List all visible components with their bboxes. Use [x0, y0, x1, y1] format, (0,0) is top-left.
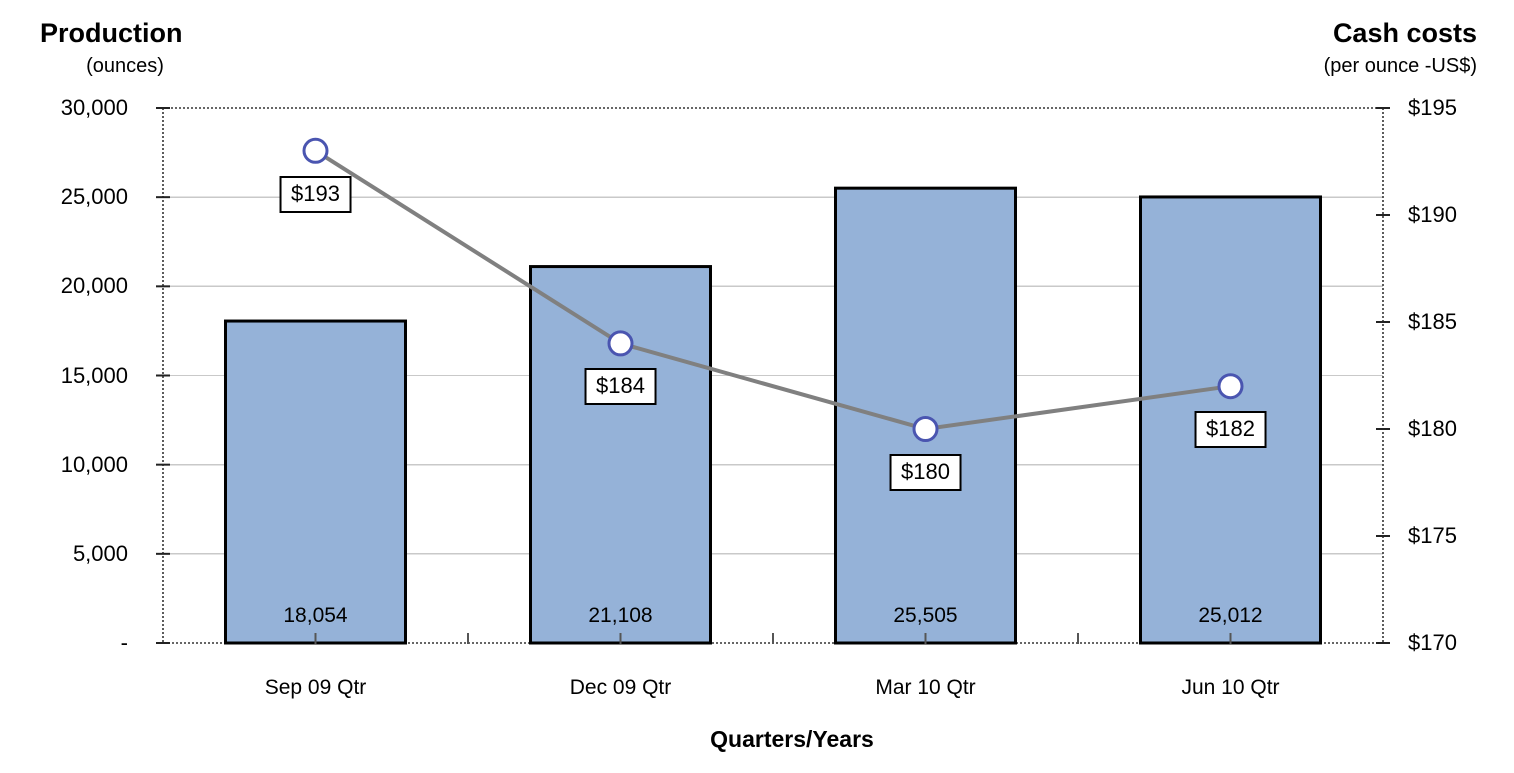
production-bar	[834, 186, 1017, 645]
category-label: Dec 09 Qtr	[569, 676, 672, 699]
left-axis-tick-label: 20,000	[60, 273, 128, 299]
category-label: Sep 09 Qtr	[264, 676, 367, 699]
category-label: Mar 10 Qtr	[875, 676, 976, 699]
right-axis-tick-label: $180	[1408, 416, 1457, 441]
left-axis-tick-label: -	[120, 630, 128, 655]
category-label: Jun 10 Qtr	[1181, 676, 1280, 699]
bar-value-label: 18,054	[283, 604, 348, 627]
left-axis-tick-label: 5,000	[72, 540, 128, 566]
cash-cost-point-label: $180	[889, 454, 962, 491]
cash-costs-marker	[1217, 373, 1244, 400]
left-axis-tick-label: 25,000	[60, 184, 128, 210]
right-axis-title-block: Cash costs (per ounce -US$)	[1277, 18, 1477, 78]
right-axis-tick-label: $175	[1408, 523, 1457, 548]
right-axis-tick-label: $195	[1408, 95, 1457, 120]
cash-costs-axis-units: (per ounce -US$)	[1323, 55, 1477, 77]
cash-costs-marker	[912, 416, 939, 442]
cash-costs-marker	[607, 330, 634, 357]
production-bar	[224, 319, 407, 645]
right-axis-tick-label: $185	[1408, 309, 1457, 334]
left-axis-tick-label: 15,000	[60, 362, 128, 388]
cash-cost-point-label: $193	[279, 175, 352, 213]
bar-value-label: 25,012	[1198, 604, 1263, 627]
right-axis-tick-label: $190	[1408, 202, 1457, 227]
cash-cost-point-label: $182	[1194, 411, 1267, 449]
left-axis-title-block: Production (ounces)	[40, 18, 210, 78]
right-axis-tick-label: $170	[1408, 630, 1457, 655]
cash-costs-marker	[302, 137, 329, 164]
production-axis-units: (ounces)	[86, 55, 164, 77]
left-axis-tick-label: 10,000	[60, 451, 128, 477]
cash-costs-axis-title: Cash costs	[1332, 18, 1477, 48]
cash-costs-line	[314, 149, 1231, 432]
production-bar	[529, 265, 712, 645]
left-axis-tick-label: 30,000	[60, 95, 128, 120]
production-axis-title: Production	[40, 18, 183, 48]
bar-value-label: 21,108	[588, 604, 653, 627]
cash-cost-point-label: $184	[584, 368, 657, 406]
x-axis-title: Quarters/Years	[710, 726, 874, 752]
bar-value-label: 25,505	[893, 604, 958, 627]
